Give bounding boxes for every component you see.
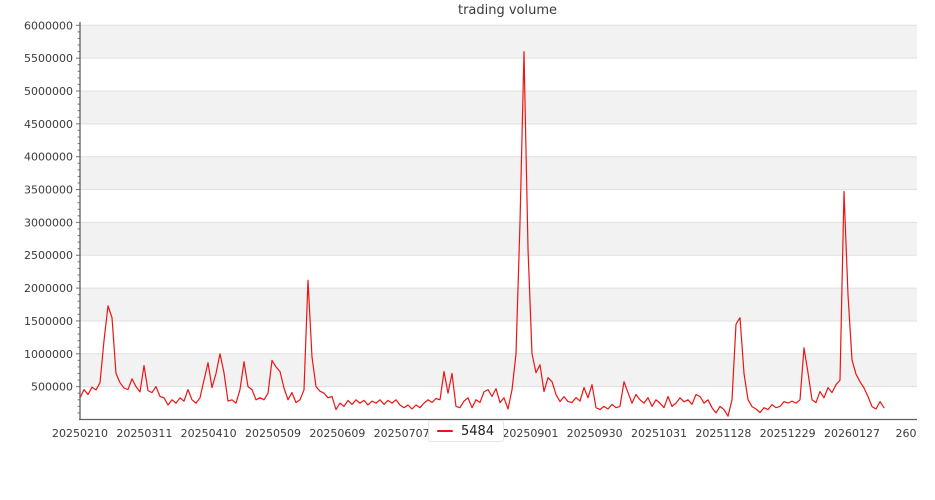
- legend: 5484: [428, 420, 505, 442]
- x-tick-label: 20250311: [116, 427, 172, 440]
- y-tick-label: 2000000: [24, 282, 73, 295]
- x-tick-label: 20250410: [181, 427, 237, 440]
- x-tick-label: 20250210: [52, 427, 108, 440]
- y-tick-label: 1500000: [24, 315, 73, 328]
- y-tick-label: 4000000: [24, 151, 73, 164]
- y-tick-label: 2500000: [24, 249, 73, 262]
- plot-bands: [80, 25, 917, 387]
- x-tick-label: 20250901: [502, 427, 558, 440]
- y-tick-label: 5000000: [24, 85, 73, 98]
- x-tick-label: 20250930: [567, 427, 623, 440]
- x-tick-label: 20251229: [760, 427, 816, 440]
- x-tick-label: 20251128: [695, 427, 751, 440]
- x-tick-label: 20250509: [245, 427, 301, 440]
- y-tick-label: 5500000: [24, 52, 73, 65]
- gridlines: [80, 24, 917, 388]
- legend-line-sample: [437, 430, 453, 432]
- series-line: [79, 50, 885, 417]
- chart-title: trading volume: [457, 3, 558, 18]
- x-axis: 20250210 20250311 20250410 20250509 20250609…: [52, 427, 917, 440]
- y-tick-label: 4500000: [24, 118, 73, 131]
- y-tick-label: 3000000: [24, 216, 73, 229]
- x-tick-label: 20251031: [631, 427, 687, 440]
- y-tick-label: 500000: [31, 381, 73, 394]
- y-tick-label: 1000000: [24, 348, 73, 361]
- x-tick-label: 20250609: [309, 427, 365, 440]
- x-tick-label: 20260127: [824, 427, 880, 440]
- y-axis: 500000 1000000 1500000 2000000 2500000 300000…: [24, 19, 80, 414]
- x-tick-label: 20250707: [374, 427, 430, 440]
- y-tick-label: 3500000: [24, 184, 73, 197]
- legend-label: 5484: [461, 423, 495, 439]
- y-tick-label: 6000000: [24, 19, 73, 32]
- axes-spines: [79, 22, 917, 421]
- x-tick-label: 260: [896, 427, 917, 440]
